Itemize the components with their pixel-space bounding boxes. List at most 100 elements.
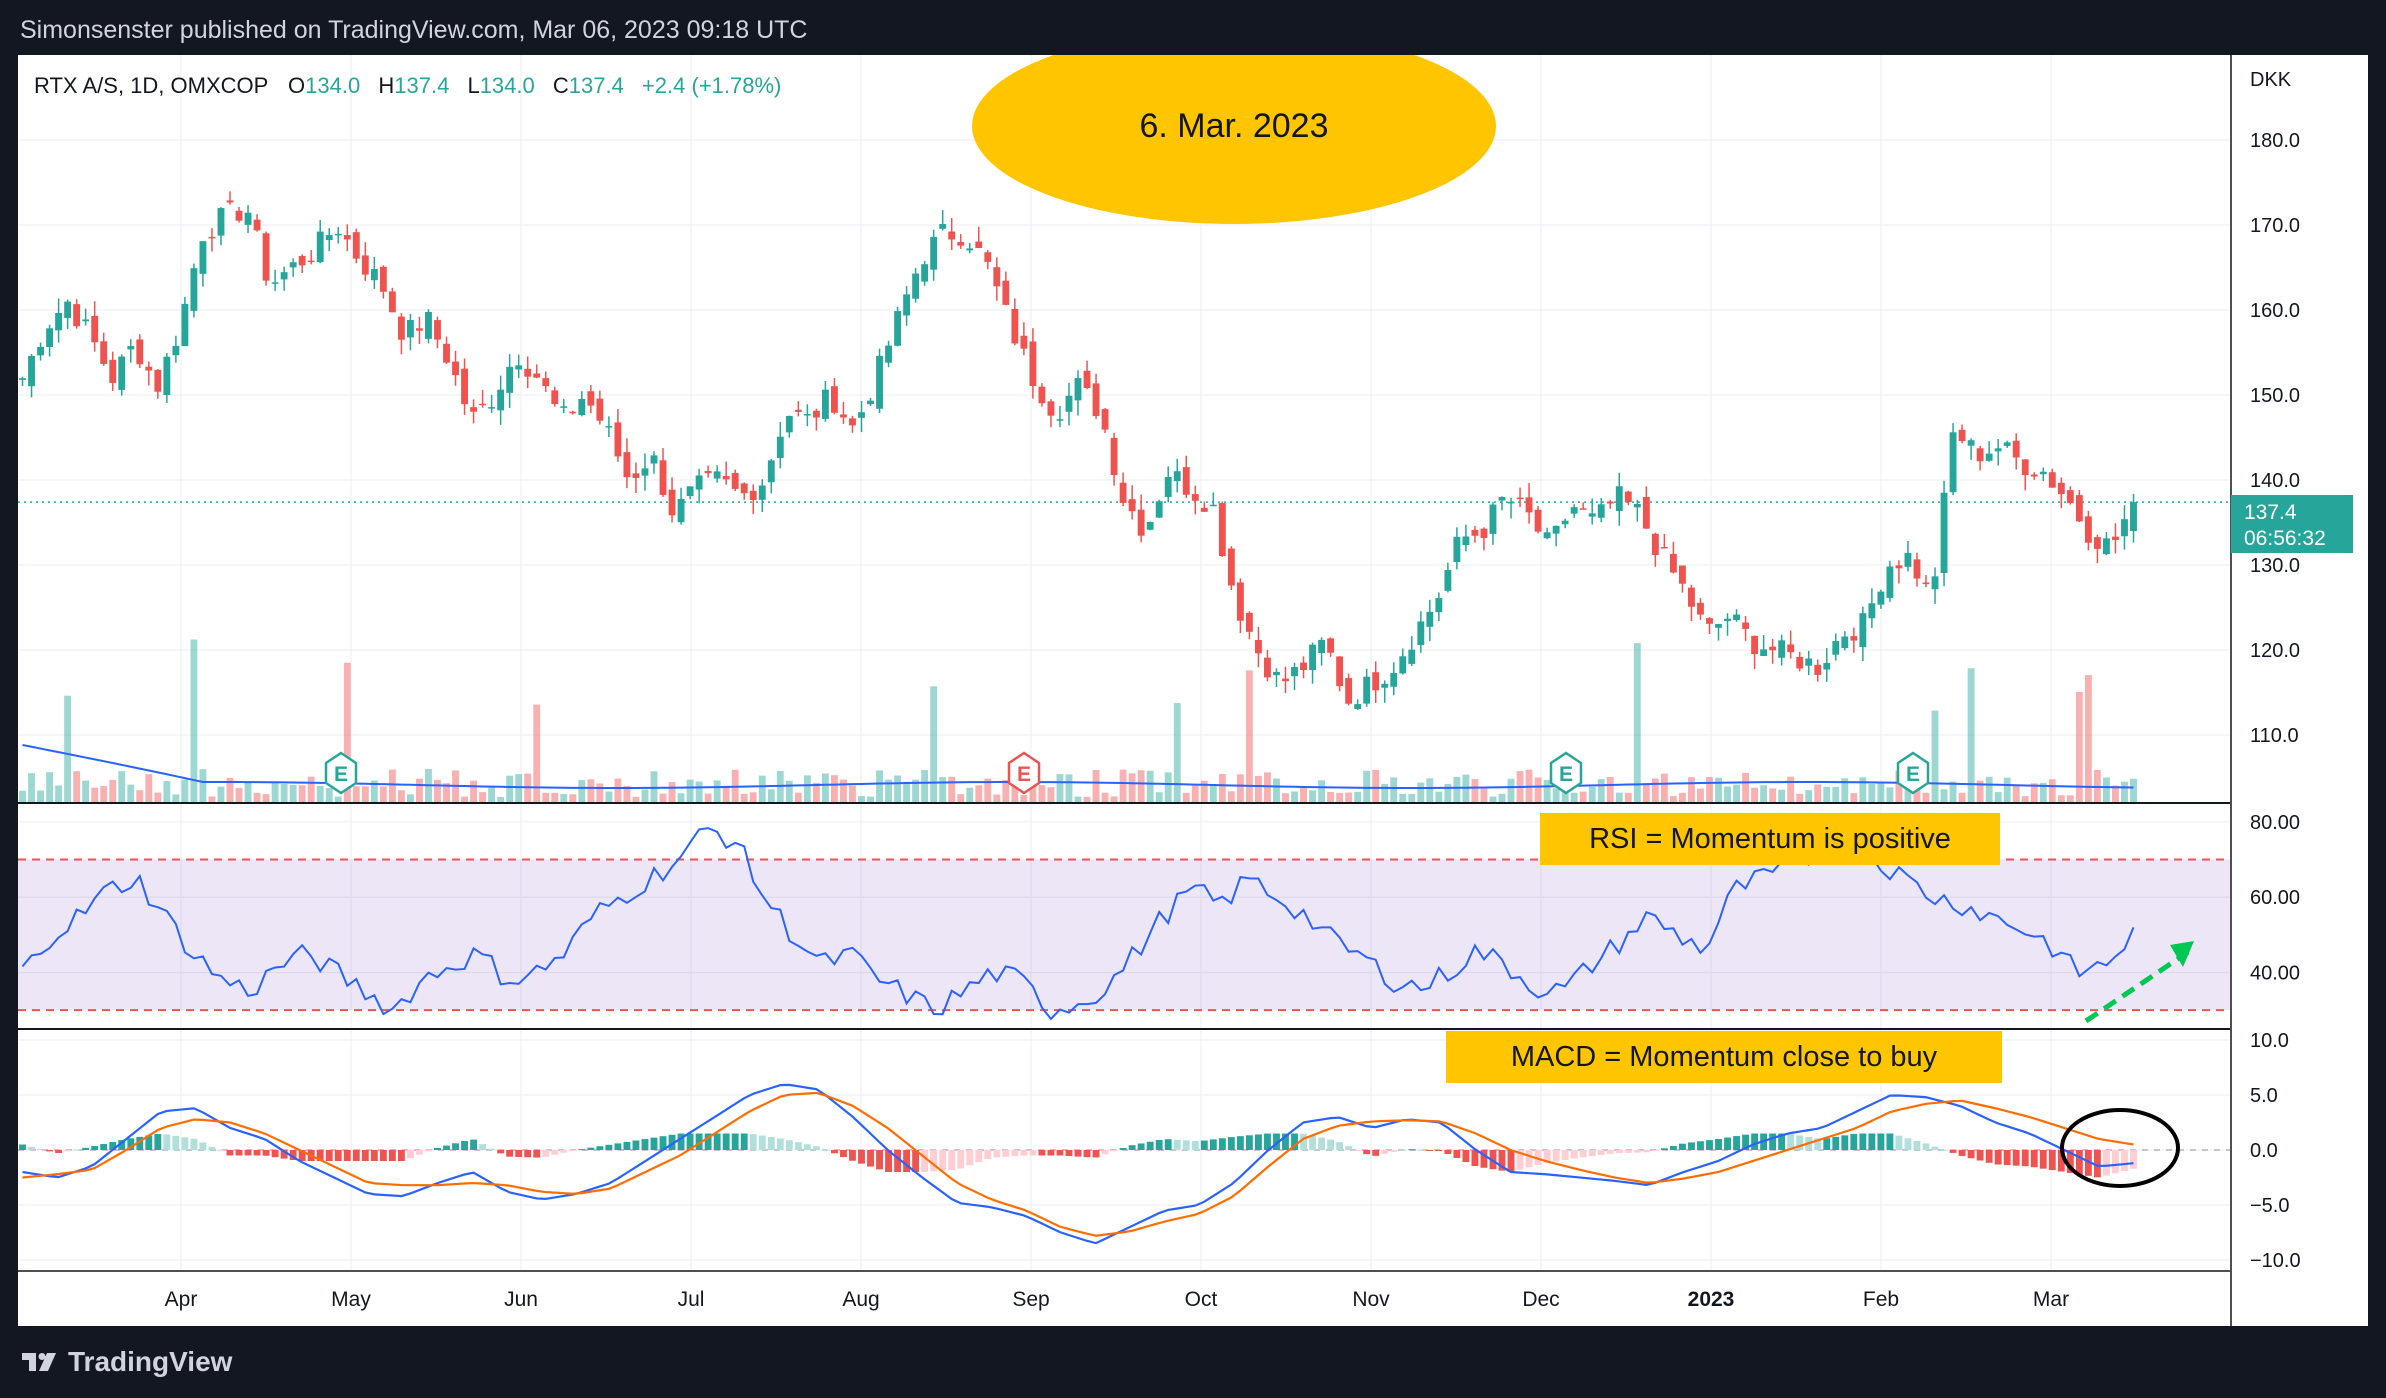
candle-body — [1850, 636, 1858, 641]
volume-bar — [361, 786, 369, 803]
volume-bar — [406, 794, 414, 803]
macd-hist-bar — [1913, 1140, 1921, 1150]
macd-hist-bar — [1128, 1145, 1136, 1150]
price-tick-label: 180.0 — [2250, 130, 2300, 152]
candle-body — [840, 414, 847, 418]
volume-bar — [2075, 691, 2083, 803]
volume-bar — [352, 786, 360, 803]
macd-hist-bar — [731, 1133, 739, 1150]
volume-bar — [226, 777, 234, 803]
candle-body — [1092, 383, 1100, 417]
rsi-tick-label: 40.00 — [2250, 963, 2300, 985]
candle-body — [1254, 639, 1262, 654]
macd-hist-bar — [740, 1133, 748, 1150]
candle-body — [1173, 471, 1181, 482]
x-tick-label: Jul — [678, 1288, 705, 1311]
candle-body — [1597, 504, 1605, 518]
macd-hist-bar — [55, 1150, 63, 1154]
macd-hist-bar — [1200, 1140, 1208, 1150]
candle-body — [1327, 638, 1335, 653]
candle-body — [686, 486, 694, 497]
macd-hist-bar — [876, 1150, 883, 1170]
legend-open-value: 134.0 — [305, 73, 360, 98]
macd-hist-bar — [605, 1144, 613, 1150]
macd-circle-annotation[interactable] — [2060, 1108, 2180, 1188]
candle-body — [226, 200, 234, 203]
volume-bar — [1101, 792, 1109, 803]
macd-hist-bar — [1444, 1150, 1452, 1154]
macd-hist-bar — [2112, 1150, 2119, 1174]
earnings-marker-label: E — [1906, 763, 1920, 786]
candle-body — [1372, 672, 1380, 691]
candle-body — [1390, 672, 1398, 687]
volume-bar — [1913, 786, 1921, 803]
candle-body — [677, 498, 685, 523]
macd-hist-bar — [840, 1150, 847, 1158]
volume-bar — [1877, 782, 1885, 803]
candle-body — [758, 485, 766, 500]
macd-hist-bar — [1561, 1150, 1569, 1161]
candle-body — [2084, 516, 2092, 543]
macd-hist-bar — [1264, 1133, 1271, 1150]
macd-hist-bar — [461, 1140, 468, 1150]
rsi-annotation-box[interactable] — [1540, 813, 2000, 865]
candle-body — [1408, 649, 1416, 664]
macd-hist-bar — [1850, 1133, 1858, 1150]
candle-body — [127, 346, 135, 350]
candle-body — [975, 241, 983, 248]
earnings-marker-label: E — [1017, 763, 1031, 786]
volume-bar — [2130, 778, 2137, 803]
candle-body — [578, 398, 586, 416]
rsi-annotation-text: RSI = Momentum is positive — [1589, 823, 1951, 855]
price-scale[interactable] — [2230, 55, 2368, 1327]
macd-hist-bar — [334, 1150, 342, 1161]
candle-body — [1733, 614, 1740, 621]
volume-bars — [19, 639, 2137, 803]
volume-bar — [1444, 783, 1452, 803]
volume-bar — [1751, 787, 1759, 803]
macd-hist-bar — [1390, 1150, 1398, 1152]
candle-body — [903, 294, 911, 316]
macd-hist-bar — [1047, 1150, 1055, 1156]
candle-body — [1913, 559, 1921, 579]
volume-bar — [2039, 782, 2047, 803]
macd-hist-bar — [497, 1150, 505, 1154]
macd-hist-bar — [614, 1143, 622, 1150]
volume-bar — [470, 780, 478, 803]
candle-body — [443, 343, 450, 363]
chart-area[interactable]: E E E E 180.0 170.0 160.0 150.0 140.0 130.0 120.0… — [18, 55, 2368, 1327]
macd-hist-bar — [1724, 1137, 1731, 1150]
candle-body — [2093, 537, 2101, 549]
candle-body — [1886, 566, 1894, 598]
volume-bar — [894, 775, 902, 803]
tradingview-logo[interactable]: TradingView — [22, 1346, 232, 1378]
macd-hist-bar — [668, 1134, 676, 1150]
green-arrow-icon[interactable] — [2084, 941, 2194, 1024]
macd-hist-bar — [1624, 1150, 1632, 1153]
macd-hist-bar — [1769, 1133, 1777, 1150]
x-tick-label: Mar — [2033, 1288, 2069, 1311]
date-annotation-ellipse[interactable] — [972, 55, 1496, 224]
candle-body — [1805, 658, 1813, 666]
macd-hist-bar — [587, 1147, 595, 1150]
macd-hist-bar — [1101, 1150, 1109, 1155]
macd-hist-bar — [2030, 1150, 2038, 1168]
candle-body — [2039, 471, 2047, 475]
macd-annotation-box[interactable] — [1446, 1031, 2002, 1083]
candle-body — [1678, 565, 1686, 584]
legend-low-value: 134.0 — [480, 73, 535, 98]
volume-bar — [1155, 792, 1163, 803]
macd-hist-bar — [1796, 1135, 1804, 1150]
candle-body — [1579, 508, 1587, 510]
candle-body — [334, 233, 342, 236]
volume-bar — [812, 782, 820, 803]
macd-hist-bar — [145, 1135, 153, 1150]
volume-bar — [1254, 775, 1262, 803]
macd-hist-bar — [1038, 1150, 1046, 1156]
volume-bar — [1922, 792, 1930, 803]
x-tick-label: Sep — [1012, 1288, 1049, 1311]
macd-hist-bar — [1164, 1139, 1172, 1150]
candle-body — [1164, 476, 1172, 497]
volume-bar — [1083, 796, 1091, 803]
